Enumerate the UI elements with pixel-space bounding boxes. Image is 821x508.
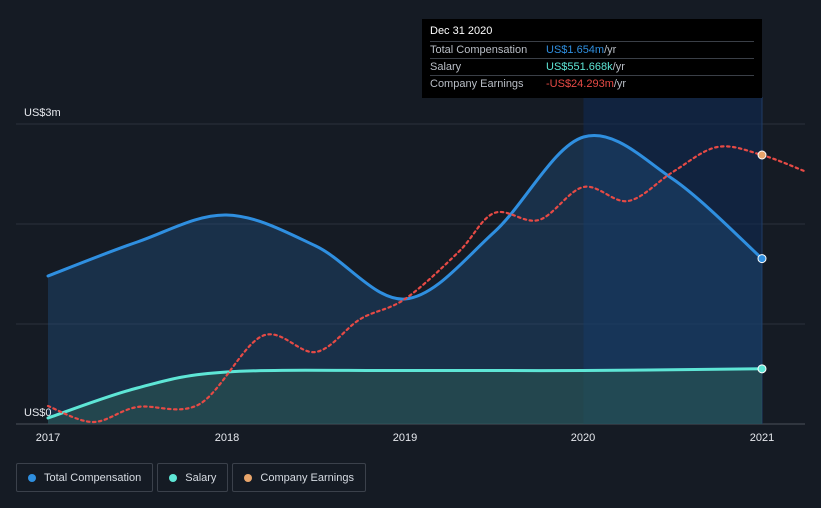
x-tick-2019: 2019: [393, 432, 417, 444]
tooltip-value: US$551.668k: [546, 61, 613, 73]
salary-area: [48, 368, 762, 424]
tooltip-value: US$1.654m: [546, 44, 605, 56]
tooltip-unit: /yr: [613, 78, 627, 90]
legend-dot-icon: [244, 473, 253, 482]
legend: Total Compensation Salary Company Earnin…: [16, 463, 366, 492]
legend-label: Company Earnings: [260, 471, 354, 484]
total-compensation-marker: [757, 254, 767, 264]
tooltip: Dec 31 2020 Total Compensation US$1.654m…: [422, 19, 762, 98]
x-tick-2017: 2017: [36, 432, 60, 444]
legend-label: Salary: [185, 471, 217, 484]
x-tick-2021: 2021: [750, 432, 774, 444]
legend-item-total-compensation[interactable]: Total Compensation: [16, 463, 154, 492]
legend-item-company-earnings[interactable]: Company Earnings: [232, 463, 366, 492]
total-compensation-area: [48, 135, 762, 424]
company-earnings-line: [46, 145, 808, 424]
tooltip-row-salary: Salary US$551.668k /yr: [430, 58, 754, 75]
salary-marker: [757, 364, 767, 374]
legend-item-salary[interactable]: Salary: [157, 463, 229, 492]
y-axis-label-top: US$3m: [24, 107, 61, 119]
tooltip-label: Total Compensation: [430, 44, 528, 56]
tooltip-unit: /yr: [612, 61, 625, 73]
tooltip-unit: /yr: [604, 44, 617, 56]
tooltip-row-total-compensation: Total Compensation US$1.654m /yr: [430, 41, 754, 58]
y-axis-label-bottom: US$0: [24, 407, 52, 419]
x-tick-2020: 2020: [571, 432, 595, 444]
tooltip-label: Company Earnings: [430, 78, 524, 90]
total-compensation-line: [46, 134, 764, 301]
tooltip-value: -US$24.293m: [546, 78, 614, 90]
x-tick-2018: 2018: [215, 432, 239, 444]
legend-dot-icon: [169, 473, 178, 482]
salary-line: [46, 367, 764, 420]
legend-dot-icon: [28, 473, 36, 482]
tooltip-date: Dec 31 2020: [430, 25, 493, 37]
tooltip-label: Salary: [430, 61, 462, 73]
marker-layer: [757, 150, 767, 374]
legend-label: Total Compensation: [44, 471, 142, 484]
axis-layer: US$3m US$0 2017 2018 2019 2020 2021: [24, 107, 774, 444]
company-earnings-marker: [757, 150, 767, 160]
tooltip-row-company-earnings: Company Earnings -US$24.293m /yr: [430, 75, 754, 92]
line-layer: [46, 134, 808, 424]
